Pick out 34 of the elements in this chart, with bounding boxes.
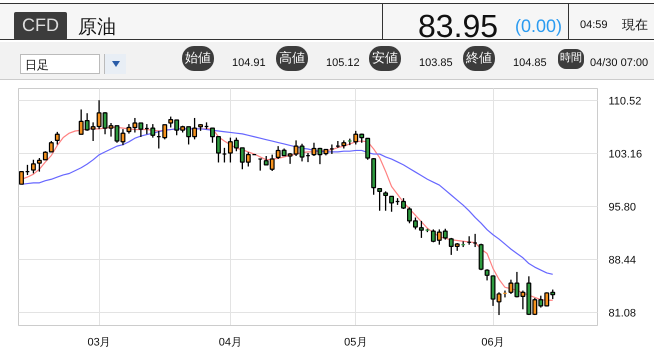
text: 104.85 bbox=[513, 56, 547, 71]
text: 103.85 bbox=[419, 56, 453, 71]
x-tick-label: 05月 bbox=[344, 336, 368, 348]
text: 104.91 bbox=[232, 56, 266, 71]
text: 安値 bbox=[369, 46, 401, 71]
candlestick bbox=[162, 124, 168, 140]
candlestick bbox=[150, 123, 156, 138]
text: CFD bbox=[14, 12, 67, 40]
x-tick-label: 03月 bbox=[87, 336, 111, 348]
text: (0.00) bbox=[515, 15, 562, 38]
text: 04:59 bbox=[580, 18, 608, 33]
candlestick bbox=[484, 268, 490, 282]
y-tick-label: 81.08 bbox=[608, 308, 636, 320]
text: 日足 bbox=[20, 54, 100, 74]
candlestick bbox=[377, 188, 382, 212]
text: 現在 bbox=[622, 16, 648, 34]
x-tick-label: 04月 bbox=[218, 336, 242, 348]
candlestick bbox=[36, 157, 42, 172]
text: 原油 bbox=[78, 16, 116, 40]
text: 83.95 bbox=[418, 7, 498, 46]
x-tick-label: 06月 bbox=[481, 336, 505, 348]
y-tick-label: 110.52 bbox=[608, 96, 642, 108]
candlestick bbox=[383, 190, 388, 212]
y-tick-label: 88.44 bbox=[608, 254, 636, 267]
y-tick-label: 95.80 bbox=[608, 202, 636, 214]
text: 始値 bbox=[182, 46, 214, 71]
text: 04/30 07:00 bbox=[590, 56, 648, 71]
candlestick bbox=[54, 131, 60, 146]
text: 時間 bbox=[558, 49, 584, 69]
y-tick-label: 103.16 bbox=[608, 148, 642, 161]
candlestick bbox=[30, 159, 36, 174]
text: 終値 bbox=[463, 46, 495, 71]
text: 105.12 bbox=[326, 56, 360, 71]
text: 高値 bbox=[276, 46, 308, 71]
